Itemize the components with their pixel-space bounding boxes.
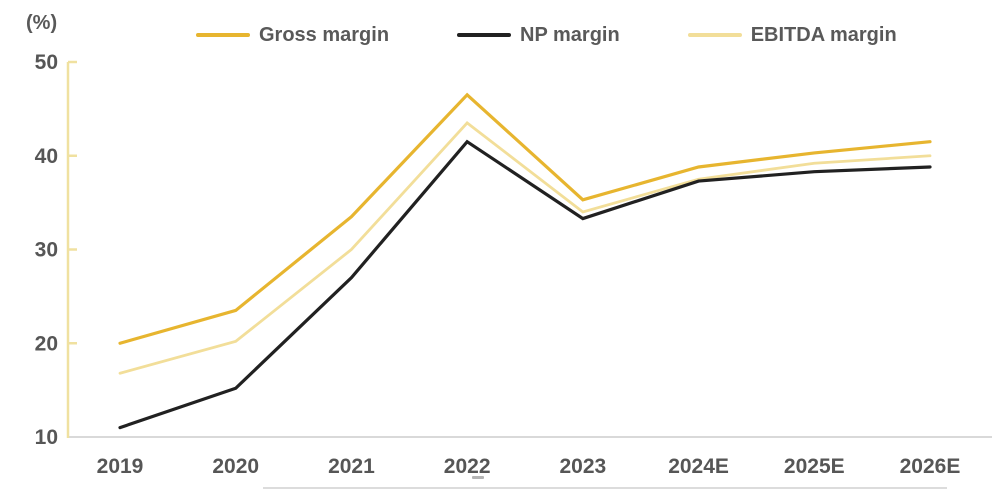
y-axis-unit-label: (%)	[26, 12, 58, 34]
legend-item-np-margin: NP margin	[457, 24, 620, 47]
series-line-np-margin	[118, 139, 932, 430]
y-tick-label: 50	[35, 51, 58, 74]
x-tick-label: 2019	[97, 455, 144, 478]
y-tick-label: 20	[35, 332, 58, 355]
legend: Gross margin NP margin EBITDA margin	[196, 22, 897, 48]
x-tick-label: 2025E	[784, 455, 845, 478]
x-tick-label: 2026E	[900, 455, 961, 478]
series-line-gross-margin	[118, 92, 932, 345]
x-tick-label: 2024E	[668, 455, 729, 478]
x-tick-label: 2022	[444, 455, 491, 478]
np-margin-line-swatch	[457, 33, 512, 37]
x-tick-label: 2023	[559, 455, 606, 478]
y-tick-label: 10	[35, 426, 58, 449]
watermark-dash	[472, 476, 484, 479]
y-tick-label: 40	[35, 145, 58, 168]
series-line-ebitda-margin	[118, 121, 932, 375]
legend-label-ebitda-margin: EBITDA margin	[750, 23, 897, 46]
x-tick-label: 2020	[212, 455, 259, 478]
y-tick-label: 30	[35, 239, 58, 262]
x-tick-label: 2021	[328, 455, 375, 478]
legend-item-ebitda-margin: EBITDA margin	[687, 23, 897, 47]
legend-label-np-margin: NP margin	[520, 23, 620, 46]
legend-label-gross-margin: Gross margin	[259, 23, 390, 46]
gross-margin-line-swatch	[196, 33, 250, 37]
ebitda-margin-line-swatch	[687, 33, 742, 37]
legend-item-gross-margin: Gross margin	[196, 24, 389, 47]
bottom-edge-line	[263, 487, 947, 489]
